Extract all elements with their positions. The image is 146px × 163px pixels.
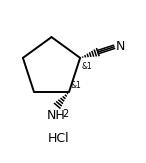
- Text: HCl: HCl: [48, 132, 69, 145]
- Text: NH: NH: [47, 109, 66, 122]
- Text: 2: 2: [63, 109, 69, 119]
- Text: &1: &1: [81, 62, 92, 71]
- Text: N: N: [116, 40, 125, 53]
- Text: &1: &1: [70, 81, 81, 90]
